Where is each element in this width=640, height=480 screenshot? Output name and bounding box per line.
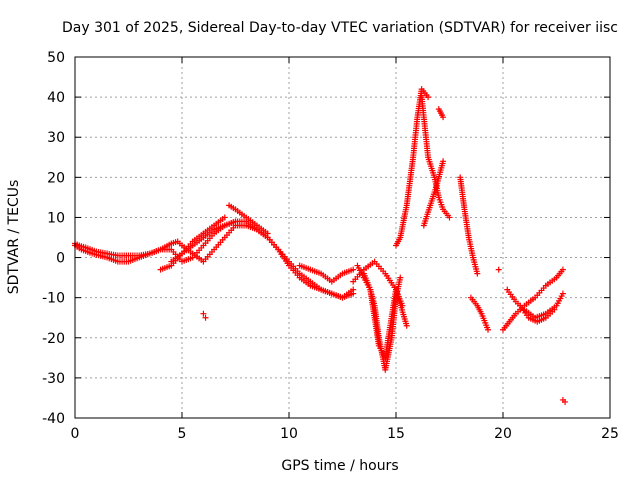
y-tick-label: 0 xyxy=(56,251,65,267)
data-point-marker xyxy=(403,322,410,329)
data-point-marker xyxy=(350,286,357,293)
x-tick-label: 25 xyxy=(601,426,619,442)
axis-ticks: 0 5 10 15 20 25 50 40 30 20 10 0 -10 -20 -30 -40 xyxy=(42,50,619,442)
x-tick-label: 20 xyxy=(494,426,512,442)
x-tick-label: 5 xyxy=(178,426,187,442)
x-tick-label: 10 xyxy=(280,426,298,442)
data-point-marker xyxy=(551,306,558,313)
data-point-marker xyxy=(397,274,404,281)
x-axis-label: GPS time / hours xyxy=(281,458,398,474)
data-point-marker xyxy=(446,214,453,221)
x-tick-label: 0 xyxy=(71,426,80,442)
chart-title: Day 301 of 2025, Sidereal Day-to-day VTE… xyxy=(62,20,618,36)
data-points xyxy=(72,86,569,405)
data-point-marker xyxy=(425,94,432,101)
grid-lines xyxy=(75,57,610,418)
data-point-marker xyxy=(440,158,447,165)
data-point-marker xyxy=(264,230,271,237)
y-tick-label: -30 xyxy=(42,371,65,387)
x-tick-label: 15 xyxy=(387,426,405,442)
data-point-marker xyxy=(440,114,447,121)
data-point-marker xyxy=(485,326,492,333)
data-point-marker xyxy=(562,398,569,405)
data-point-marker xyxy=(232,218,239,225)
plot-frame xyxy=(74,56,611,419)
data-point-marker xyxy=(350,266,357,273)
y-tick-label: 20 xyxy=(47,170,65,186)
data-point-marker xyxy=(559,266,566,273)
data-point-marker xyxy=(495,266,502,273)
y-axis-label: SDTVAR / TECUs xyxy=(6,180,22,295)
data-point-marker xyxy=(559,290,566,297)
y-tick-label: 40 xyxy=(47,90,65,106)
y-tick-label: -20 xyxy=(42,331,65,347)
y-tick-label: 10 xyxy=(47,210,65,226)
data-point-marker xyxy=(474,270,481,277)
y-tick-label: 30 xyxy=(47,130,65,146)
y-tick-label: -10 xyxy=(42,291,65,307)
data-point-marker xyxy=(200,310,207,317)
data-point-marker xyxy=(202,314,209,321)
y-tick-label: -40 xyxy=(42,411,65,427)
data-point-marker xyxy=(221,214,228,221)
y-tick-label: 50 xyxy=(47,50,65,66)
